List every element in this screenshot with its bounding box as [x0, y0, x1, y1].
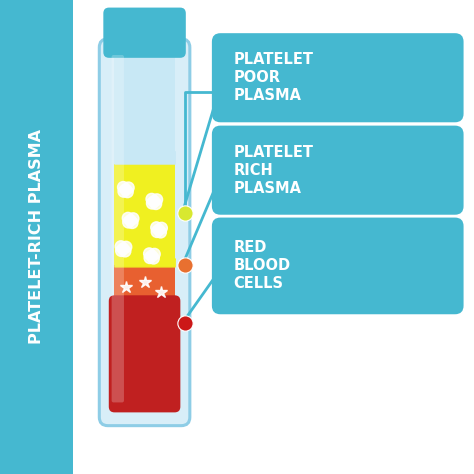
Circle shape — [118, 186, 129, 197]
FancyBboxPatch shape — [212, 33, 464, 122]
Circle shape — [149, 248, 160, 260]
Circle shape — [155, 227, 166, 238]
Circle shape — [146, 193, 157, 205]
Circle shape — [150, 198, 162, 210]
Circle shape — [115, 241, 127, 252]
Circle shape — [120, 241, 132, 253]
Circle shape — [148, 253, 159, 264]
Circle shape — [153, 224, 164, 236]
Circle shape — [127, 217, 138, 228]
Circle shape — [123, 182, 134, 193]
Circle shape — [122, 186, 133, 198]
Circle shape — [151, 226, 163, 237]
FancyBboxPatch shape — [212, 218, 464, 314]
Circle shape — [128, 213, 139, 224]
Circle shape — [118, 243, 129, 255]
FancyBboxPatch shape — [115, 56, 174, 164]
Circle shape — [151, 194, 163, 205]
Circle shape — [146, 250, 157, 262]
FancyBboxPatch shape — [103, 8, 186, 58]
Circle shape — [120, 184, 131, 195]
Text: PLATELET
POOR
PLASMA: PLATELET POOR PLASMA — [234, 52, 314, 103]
Circle shape — [116, 245, 127, 256]
FancyBboxPatch shape — [112, 55, 124, 402]
Circle shape — [144, 248, 155, 259]
Text: PLATELET
RICH
PLASMA: PLATELET RICH PLASMA — [234, 145, 314, 196]
Circle shape — [156, 222, 167, 234]
FancyBboxPatch shape — [0, 0, 73, 474]
Circle shape — [122, 212, 134, 224]
FancyBboxPatch shape — [115, 164, 174, 265]
Circle shape — [148, 196, 160, 207]
Circle shape — [123, 217, 134, 228]
Circle shape — [125, 215, 136, 226]
Circle shape — [119, 246, 131, 257]
Circle shape — [118, 182, 129, 193]
FancyBboxPatch shape — [212, 126, 464, 215]
Circle shape — [151, 222, 162, 233]
Circle shape — [146, 198, 158, 209]
FancyBboxPatch shape — [109, 295, 180, 412]
Circle shape — [144, 252, 155, 264]
Text: RED
BLOOD
CELLS: RED BLOOD CELLS — [234, 240, 291, 292]
FancyBboxPatch shape — [115, 265, 174, 301]
FancyBboxPatch shape — [99, 39, 190, 426]
Text: PLATELET-RICH PLASMA: PLATELET-RICH PLASMA — [29, 129, 44, 345]
